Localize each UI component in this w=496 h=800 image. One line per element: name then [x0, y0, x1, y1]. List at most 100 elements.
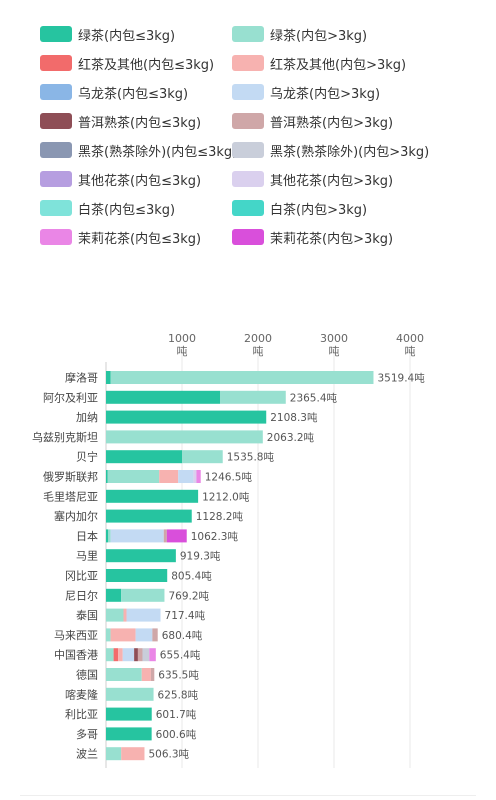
bar-segment	[106, 430, 263, 444]
legend-swatch	[232, 55, 264, 71]
data-label: 1128.2吨	[196, 510, 244, 523]
legend-item: 茉莉花茶(内包≤3kg)	[40, 227, 201, 247]
bar-segment	[110, 529, 164, 543]
legend-label: 白茶(内包>3kg)	[270, 202, 368, 218]
bar-segment	[196, 470, 201, 483]
legend-label: 其他花茶(内包>3kg)	[270, 173, 394, 189]
legend-item: 黑茶(熟茶除外)(内包≤3kg)	[40, 140, 237, 160]
data-label: 2108.3吨	[270, 411, 318, 424]
legend-swatch	[40, 113, 72, 129]
bar-segment	[106, 489, 199, 503]
bar-segment	[126, 608, 161, 622]
x-tick-label: 1000	[168, 332, 196, 345]
legend-item: 其他花茶(内包≤3kg)	[40, 169, 201, 189]
bar-segment	[106, 509, 192, 523]
legend-item: 白茶(内包≤3kg)	[40, 198, 175, 218]
category-label: 冈比亚	[65, 570, 98, 583]
category-label: 德国	[76, 668, 98, 682]
legend-label: 白茶(内包≤3kg)	[78, 202, 176, 218]
bar-segment	[106, 588, 122, 602]
data-label: 635.5吨	[158, 669, 199, 682]
bar-segment	[106, 668, 142, 681]
legend-item: 乌龙茶(内包>3kg)	[232, 82, 380, 102]
bar-segment	[193, 470, 197, 483]
category-label: 日本	[76, 529, 98, 543]
data-label: 3519.4吨	[377, 372, 425, 385]
bar-segment	[110, 371, 374, 384]
legend-label: 茉莉花茶(内包≤3kg)	[78, 231, 202, 247]
legend-swatch	[232, 142, 264, 158]
legend-label: 绿茶(内包≤3kg)	[78, 28, 176, 44]
category-label: 阿尔及利亚	[43, 391, 98, 404]
legend-item: 普洱熟茶(内包>3kg)	[232, 111, 393, 131]
category-label: 俄罗斯联邦	[43, 471, 98, 484]
category-label: 利比亚	[65, 708, 98, 721]
category-label: 摩洛哥	[65, 371, 98, 385]
data-label: 919.3吨	[180, 550, 221, 563]
bar-segment	[134, 648, 138, 662]
data-label: 1246.5吨	[205, 471, 253, 484]
bar-segment	[106, 687, 154, 701]
data-label: 769.2吨	[168, 589, 209, 602]
category-label: 多哥	[76, 727, 98, 741]
category-label: 毛里塔尼亚	[43, 490, 98, 503]
legend-label: 红茶及其他(内包>3kg)	[270, 57, 407, 73]
data-label: 2063.2吨	[267, 431, 315, 444]
data-label: 1212.0吨	[202, 490, 250, 503]
data-label: 625.8吨	[158, 688, 199, 701]
legend-item: 白茶(内包>3kg)	[232, 198, 367, 218]
bar-segment	[122, 648, 135, 662]
legend-item: 其他花茶(内包>3kg)	[232, 169, 393, 189]
bar-segment	[113, 648, 119, 662]
category-label: 波兰	[76, 748, 98, 761]
category-label: 加纳	[76, 411, 98, 424]
category-label: 泰国	[76, 608, 98, 622]
legend-swatch	[40, 142, 72, 158]
bar-segment	[166, 529, 187, 543]
legend-label: 普洱熟茶(内包>3kg)	[270, 115, 394, 131]
legend-item: 绿茶(内包≤3kg)	[40, 24, 175, 44]
legend-swatch	[232, 113, 264, 129]
bar-segment	[106, 390, 220, 404]
bar-segment	[110, 628, 136, 642]
bar-segment	[159, 470, 179, 483]
data-label: 506.3吨	[148, 748, 189, 761]
legend-swatch	[40, 55, 72, 71]
x-tick-label: 4000	[396, 332, 424, 345]
bar-segment	[163, 529, 167, 543]
bar-segment	[137, 648, 143, 662]
data-label: 2365.4吨	[290, 391, 338, 404]
chart-legend: 绿茶(内包≤3kg) 绿茶(内包>3kg) 红茶及其他(内包≤3kg) 红茶及其他(内…	[0, 0, 496, 260]
legend-swatch	[232, 26, 264, 42]
legend-label: 绿茶(内包>3kg)	[270, 28, 368, 44]
bar-segment	[135, 628, 153, 642]
x-tick-label: 2000	[244, 332, 272, 345]
bar-segment	[106, 569, 168, 582]
legend-swatch	[232, 171, 264, 187]
bar-segment	[182, 450, 223, 464]
bar-segment	[108, 529, 111, 543]
data-label: 805.4吨	[171, 570, 212, 583]
legend-swatch	[232, 229, 264, 245]
bar-segment	[150, 668, 155, 681]
legend-swatch	[40, 229, 72, 245]
data-label: 601.7吨	[156, 708, 197, 721]
category-label: 马里	[76, 550, 98, 563]
x-tick-label: 3000	[320, 332, 348, 345]
category-label: 马来西亚	[54, 629, 98, 642]
x-tick-unit: 吨	[253, 345, 264, 358]
bar-segment	[107, 470, 160, 483]
x-tick-unit: 吨	[329, 345, 340, 358]
bar-segment	[142, 648, 150, 662]
bar-segment	[178, 470, 194, 483]
legend-swatch	[40, 26, 72, 42]
legend-label: 乌龙茶(内包≤3kg)	[78, 86, 189, 102]
legend-label: 黑茶(熟茶除外)(内包≤3kg)	[78, 144, 238, 160]
bar-segment	[106, 549, 176, 563]
bar-segment	[152, 628, 158, 642]
bar-segment	[106, 371, 111, 384]
data-label: 600.6吨	[156, 728, 197, 741]
bar-segment	[106, 727, 152, 741]
legend-label: 黑茶(熟茶除外)(内包>3kg)	[270, 144, 430, 160]
